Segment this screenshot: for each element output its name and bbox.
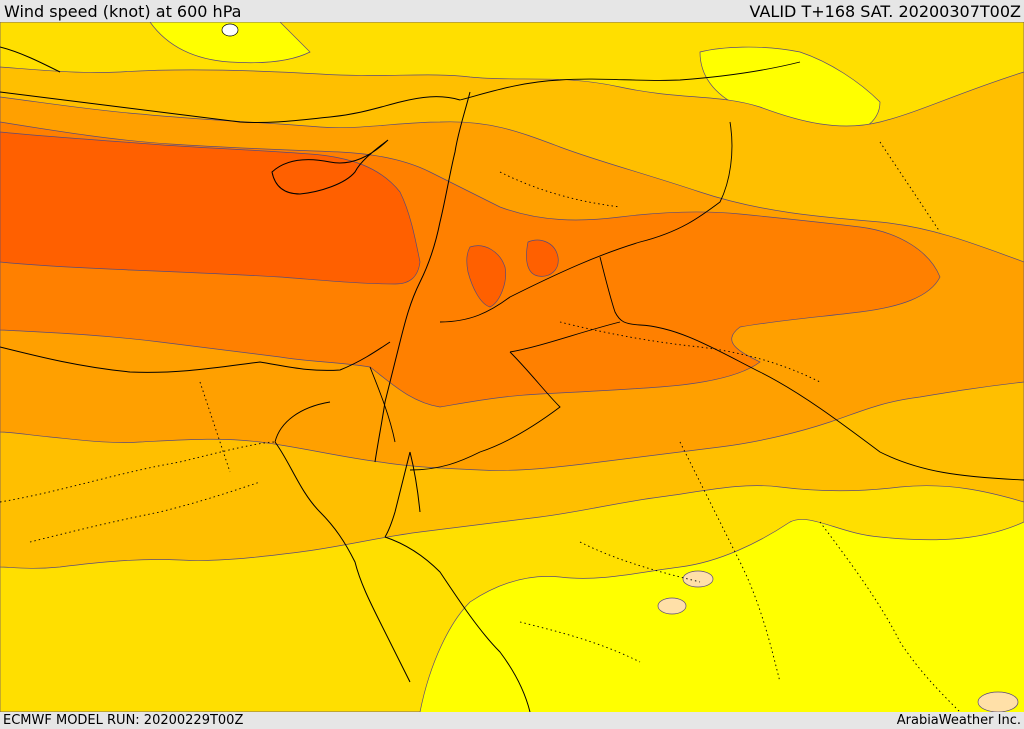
map-header: Wind speed (knot) at 600 hPa VALID T+168…: [0, 0, 1024, 22]
calm-patch-1: [682, 570, 714, 588]
core-blob-east: [526, 239, 559, 277]
band-red-orange: [0, 131, 421, 285]
calm-patch-3: [977, 691, 1019, 712]
band-yellow-north: [149, 22, 311, 64]
core-blob-levant: [466, 245, 506, 308]
wind-speed-map[interactable]: [0, 22, 1024, 712]
model-run: ECMWF MODEL RUN: 20200229T00Z: [3, 713, 244, 728]
calm-patch-4: [221, 23, 239, 37]
map-footer: ECMWF MODEL RUN: 20200229T00Z ArabiaWeat…: [0, 712, 1024, 729]
borders: [274, 61, 1024, 481]
calm-patch-2: [657, 597, 687, 615]
credit: ArabiaWeather Inc.: [896, 713, 1021, 728]
map-title: Wind speed (knot) at 600 hPa: [4, 2, 242, 21]
dotted-boundaries: [0, 141, 961, 712]
coastlines: [0, 46, 531, 712]
valid-time: VALID T+168 SAT. 20200307T00Z: [749, 2, 1021, 21]
